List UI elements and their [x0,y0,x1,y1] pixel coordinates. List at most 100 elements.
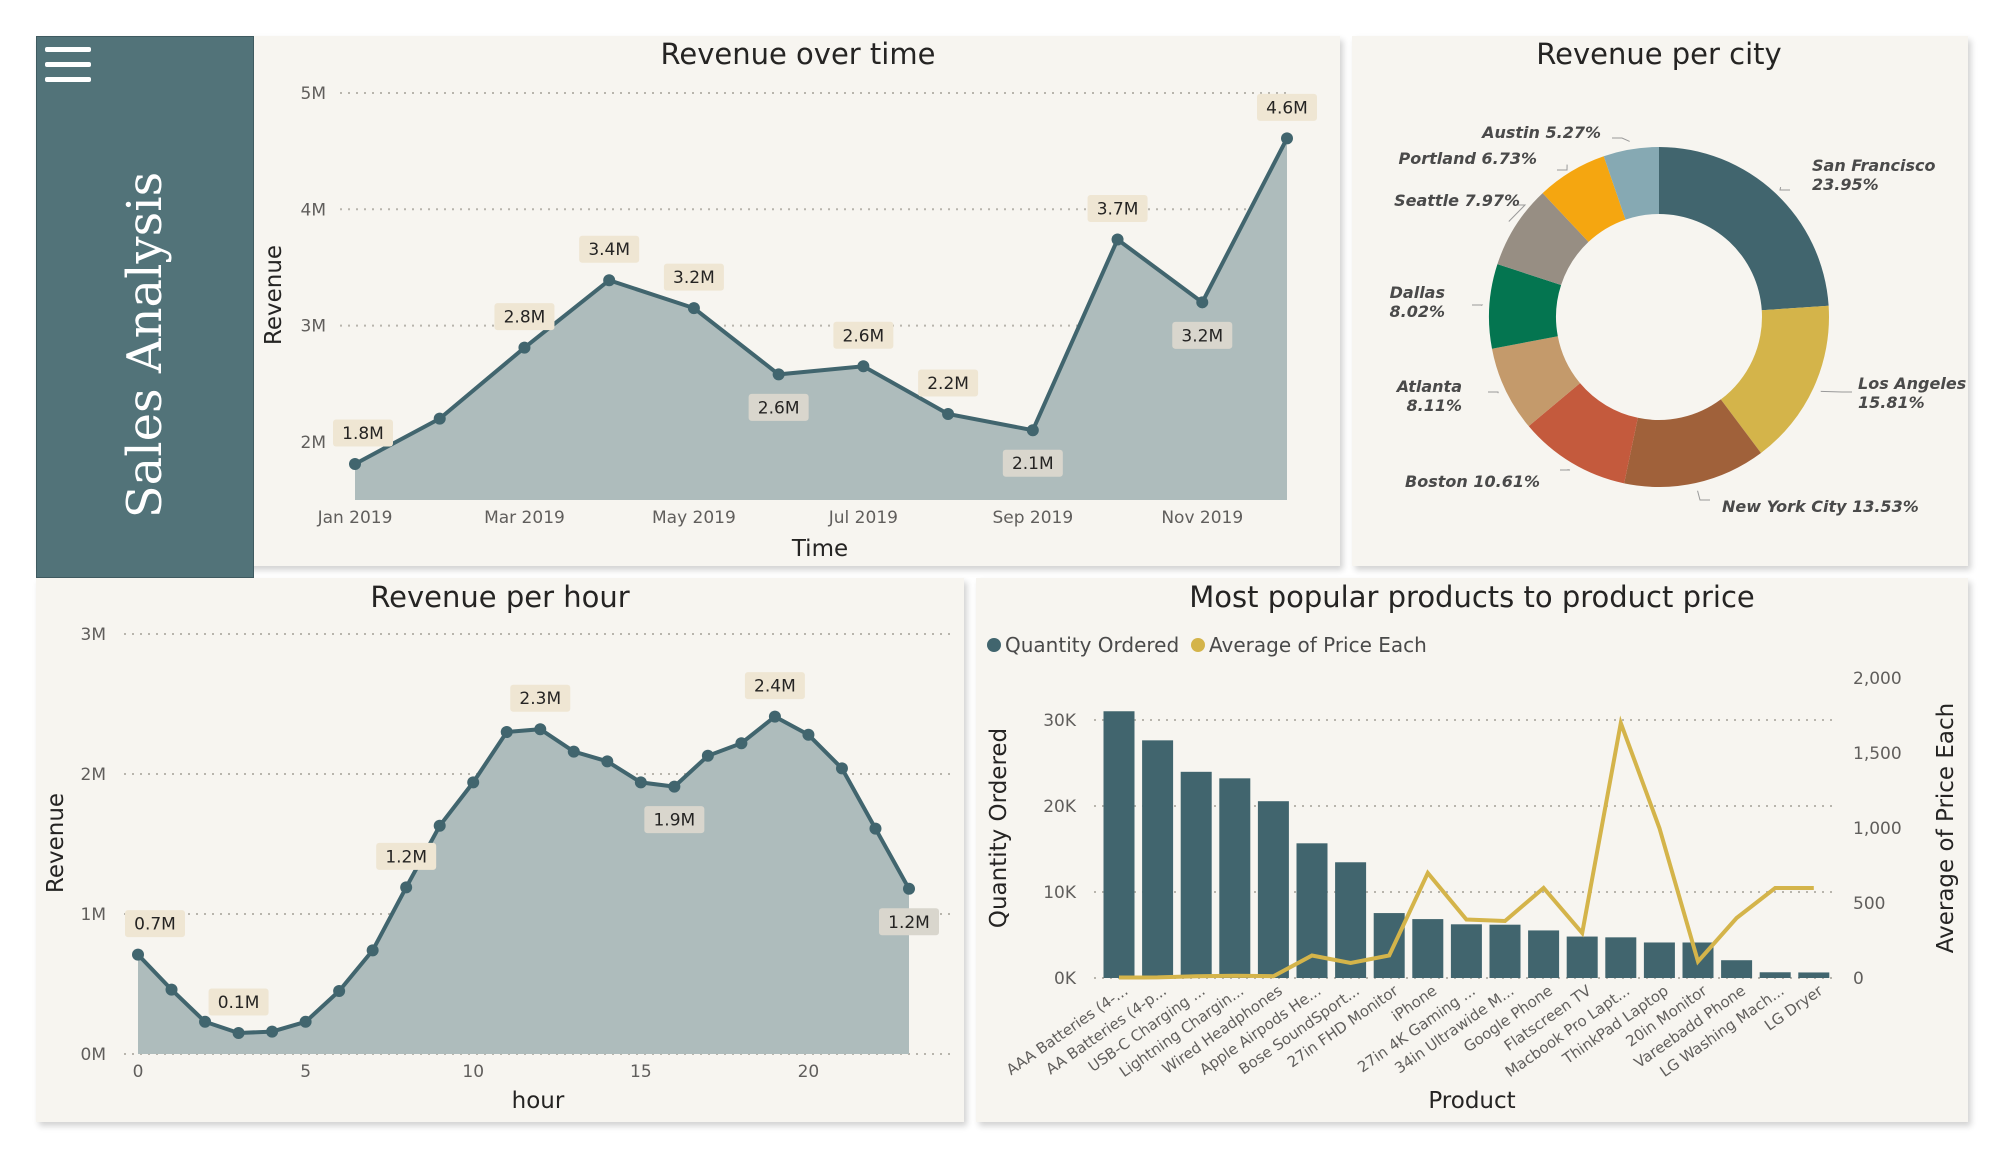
data-label: 2.3M [519,689,561,709]
slice-value: 8.11% [1406,396,1462,415]
bar [1759,972,1791,978]
data-point [433,819,446,832]
x-tick-label: Sep 2019 [992,508,1073,528]
y-tick-label: 30K [1043,711,1077,731]
slice-label: Dallas [1390,283,1445,302]
slice-value: 15.81% [1858,393,1925,412]
y-tick-label: 10K [1043,883,1077,903]
data-label-bg [1087,195,1148,223]
slice-label: New York City 13.53% [1722,497,1919,516]
x-tick-label: May 2019 [652,508,736,528]
data-label-bg [1257,93,1317,121]
data-point [467,776,480,789]
data-label-bg [376,842,437,870]
y2-tick-label: 1,000 [1853,819,1902,839]
bar [1489,924,1521,978]
slice-label: Los Angeles [1858,374,1966,393]
bar [1335,862,1367,978]
bar [1721,960,1753,978]
data-point [857,360,870,373]
data-point [942,407,955,420]
data-label-bg [748,393,809,421]
slice-label: Portland 6.73% [1399,149,1537,168]
pie-slice [1497,193,1589,285]
data-point [869,822,882,835]
data-point [772,368,785,381]
hamburger-menu-icon[interactable] [45,47,91,85]
bar [1798,972,1830,978]
leader-line [1612,137,1630,142]
leader-line [1488,391,1499,394]
data-point [601,755,614,768]
data-label: 2.1M [1012,454,1054,474]
chart-title: Revenue over time [661,37,936,71]
data-point [165,983,178,996]
y-axis-title: Revenue [261,245,287,345]
data-label: 0.1M [218,993,260,1013]
pie-slice [1624,399,1761,487]
leader-line [1472,304,1484,306]
data-label: 2.8M [504,308,546,328]
data-point [701,749,714,762]
slice-label: San Francisco [1812,156,1936,175]
data-point [433,412,446,425]
data-point [668,780,681,793]
y2-tick-label: 0 [1853,969,1864,989]
bar [1373,913,1405,978]
leader-line [1779,186,1790,191]
x-axis-title: Product [1428,1088,1515,1114]
price-line [1118,715,1814,980]
chart-title: Most popular products to product price [1189,580,1755,614]
data-label: 2.6M [758,398,800,418]
y-tick-label: 0K [1054,969,1077,989]
data-point [349,457,361,470]
bar [1605,937,1637,978]
data-point [1196,296,1209,309]
data-label-bg [879,908,939,936]
data-label: 3.2M [1181,326,1223,346]
data-label: 3.2M [673,268,715,288]
pie-slice [1659,146,1829,311]
data-point [567,745,580,758]
data-label-bg [494,303,555,331]
y2-tick-label: 1,500 [1853,744,1902,764]
x-tick-label: Jan 2019 [317,508,393,528]
y-tick-label: 4M [301,200,326,220]
bar [1257,801,1289,978]
bar [1180,771,1212,978]
data-label-bg [644,806,705,834]
data-label-bg [125,910,185,938]
revenue-line [354,137,1289,466]
data-label-bg [918,369,979,397]
leader-line [1557,164,1568,171]
legend-label-price: Average of Price Each [1209,633,1427,657]
pie-slice [1491,336,1581,427]
data-label: 1.9M [653,811,695,831]
x-tick-label: Jul 2019 [828,508,898,528]
pie-slice [1489,264,1562,349]
data-point [768,710,781,723]
data-point [903,882,915,895]
sidebar: Sales Analysis [36,36,254,578]
data-label: 2.2M [927,374,969,394]
y-axis-title: Quantity Ordered [986,728,1012,928]
data-label-bg [333,419,393,447]
data-point [735,737,748,750]
pie-slice [1542,156,1626,242]
data-label-bg [579,235,640,263]
data-point [835,762,848,775]
data-label-bg [208,988,269,1016]
data-point [299,1015,312,1028]
x-axis-title: Time [791,536,848,562]
data-point [603,274,616,287]
data-point [232,1027,245,1039]
data-label: 2.4M [754,677,796,697]
y-tick-label: 2M [301,433,326,453]
leader-line [1697,490,1710,501]
y-tick-label: 0M [81,1045,106,1065]
data-label-bg [744,672,805,700]
x-tick-label: 0 [133,1062,144,1082]
data-label: 2.6M [843,326,885,346]
legend-marker-quantity [987,638,1001,652]
